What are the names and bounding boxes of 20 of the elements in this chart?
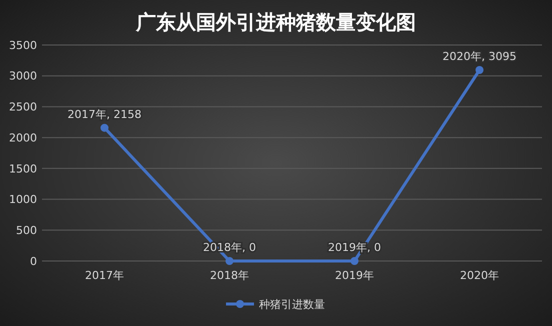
y-tick-label: 1500 [9, 162, 37, 176]
x-tick-label: 2019年 [335, 269, 374, 282]
y-tick-label: 500 [16, 224, 37, 237]
point [476, 66, 484, 74]
data-label: 2017年, 2158 [68, 108, 142, 121]
x-tick-label: 2020年 [460, 269, 499, 282]
chart-title: 广东从国外引进种猪数量变化图 [135, 10, 416, 34]
y-tick-label: 2500 [9, 100, 37, 114]
y-tick-label: 3500 [9, 38, 37, 52]
data-label: 2020年, 3095 [442, 50, 516, 63]
point [350, 257, 358, 265]
legend-label: 种猪引进数量 [259, 298, 325, 311]
y-tick-label: 2000 [9, 131, 37, 144]
point [226, 257, 234, 265]
x-tick-label: 2017年 [85, 269, 124, 282]
y-tick-label: 0 [30, 254, 37, 268]
y-tick-label: 1000 [9, 193, 37, 206]
x-tick-label: 2018年 [210, 269, 249, 282]
y-tick-label: 3000 [9, 70, 37, 83]
point [100, 124, 108, 132]
